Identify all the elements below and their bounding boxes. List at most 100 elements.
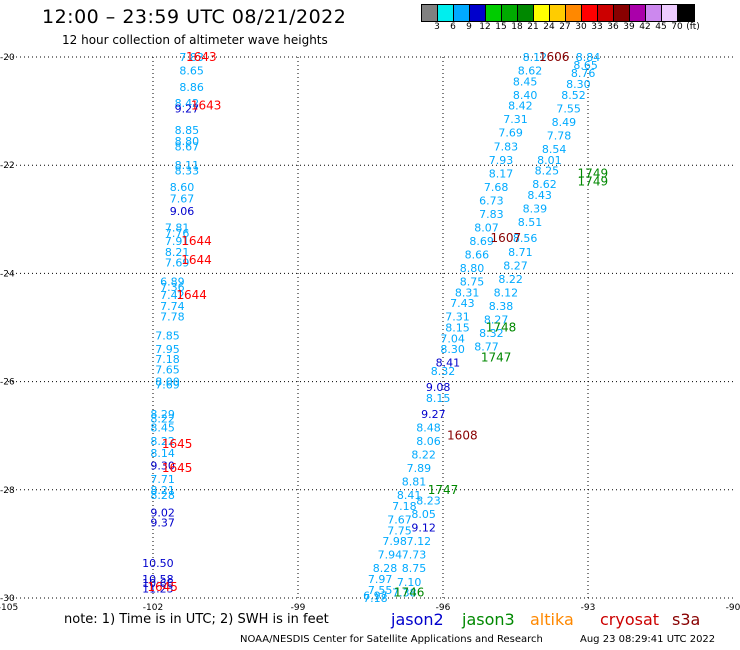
time-label: 1747 <box>428 483 459 497</box>
time-label: 1606 <box>539 50 570 64</box>
wave-height-label: 7.12 <box>407 535 432 548</box>
wave-height-label: 11.23 <box>142 582 174 595</box>
legend-swatch <box>630 5 646 21</box>
time-label: 1749 <box>578 166 609 180</box>
wave-height-label: 6.97 <box>363 589 388 602</box>
y-tick-label: -30 <box>0 594 15 604</box>
legend-swatch <box>662 5 678 21</box>
legend-swatch <box>518 5 534 21</box>
footer-generated-time: Aug 23 08:29:41 UTC 2022 <box>580 634 716 645</box>
wave-height-label: 8.75 <box>460 276 485 289</box>
mission-jason3: jason3 <box>462 610 515 629</box>
wave-height-label: 7.71 <box>150 473 175 486</box>
wave-height-label: 7.83 <box>179 51 204 64</box>
wave-height-label: 8.28 <box>373 562 398 575</box>
wave-height-label: 8.77 <box>474 340 499 353</box>
wave-height-label: 8.22 <box>150 412 175 425</box>
wave-height-label: 7.93 <box>489 154 514 167</box>
wave-height-label: 9.30 <box>150 459 175 472</box>
x-tick-label: -102 <box>143 603 163 613</box>
legend-swatch <box>598 5 614 21</box>
wave-height-label: 8.81 <box>402 476 427 489</box>
wave-height-label: 8.05 <box>411 508 436 521</box>
wave-height-label: 8.31 <box>455 286 480 299</box>
time-label: 1748 <box>486 321 517 335</box>
chart-title: 12:00 – 23:59 UTC 08/21/2022 <box>42 6 347 28</box>
wave-height-label: 8.49 <box>552 116 577 129</box>
legend-swatch <box>502 5 518 21</box>
wave-height-label: 8.85 <box>175 124 200 137</box>
wave-height-label: 7.68 <box>484 181 509 194</box>
x-tick-label: -90 <box>726 603 740 613</box>
wave-height-label: 7.91 <box>165 235 190 248</box>
x-tick-label: -93 <box>581 603 596 613</box>
wave-height-label: 8.84 <box>576 51 601 64</box>
wave-height-label: 8.07 <box>474 221 499 234</box>
wave-height-label: 8.45 <box>150 422 175 435</box>
legend-label: 36 <box>607 22 619 32</box>
wave-height-label: 8.86 <box>179 81 204 94</box>
wave-height-label: 8.15 <box>445 322 470 335</box>
legend-swatch <box>534 5 550 21</box>
mission-altika: altika <box>530 610 574 629</box>
wave-height-label: 8.42 <box>508 100 533 113</box>
wave-height-label: 7.67 <box>170 193 195 206</box>
wave-height-label: 8.17 <box>489 167 514 180</box>
wave-height-label: 8.14 <box>150 447 175 460</box>
mission-s3a: s3a <box>672 610 701 629</box>
legend-label: 18 <box>511 22 523 32</box>
wave-height-label: 8.39 <box>523 202 548 215</box>
wave-height-label: 8.32 <box>479 327 504 340</box>
y-tick-label: -28 <box>0 486 15 496</box>
wave-height-label: 7.97 <box>368 573 393 586</box>
wave-height-label: 8.71 <box>508 246 533 259</box>
wave-height-label: 8.11 <box>175 159 200 172</box>
time-label: 1747 <box>481 350 512 364</box>
wave-height-label: 8.76 <box>571 67 596 80</box>
y-tick-label: -26 <box>0 378 15 388</box>
wave-height-label: 6.73 <box>479 194 504 207</box>
legend-swatch <box>646 5 662 21</box>
wave-height-label: 7.31 <box>445 311 470 324</box>
legend-label: 3 <box>434 22 440 32</box>
footer-note: note: 1) Time is in UTC; 2) SWH is in fe… <box>64 612 329 627</box>
wave-height-label: 8.12 <box>494 286 519 299</box>
wave-height-label: 8.75 <box>402 562 427 575</box>
time-label: 1644 <box>181 234 212 248</box>
legend-label: 27 <box>559 22 571 32</box>
legend-swatch <box>550 5 566 21</box>
legend-swatch <box>678 5 694 21</box>
x-tick-label: -105 <box>0 603 18 613</box>
legend-label: 39 <box>623 22 635 32</box>
legend-label: 15 <box>495 22 507 32</box>
wave-height-label: 8.40 <box>513 89 538 102</box>
wave-height-label: 8.41 <box>436 357 461 370</box>
wave-height-label: 8.48 <box>416 422 441 435</box>
wave-height-label: 7.78 <box>547 129 572 142</box>
wave-height-label: 8.30 <box>440 343 465 356</box>
wave-height-label: 8.22 <box>150 435 175 448</box>
wave-height-label: 8.27 <box>484 313 509 326</box>
legend-label: 12 <box>479 22 491 32</box>
legend-swatch <box>438 5 454 21</box>
legend-swatch <box>422 5 438 21</box>
legend-swatch <box>566 5 582 21</box>
wave-height-label: 7.89 <box>407 462 432 475</box>
wave-height-label: 7.95 <box>155 343 180 356</box>
wave-height-label: 8.29 <box>150 408 175 421</box>
wave-height-label: 8.32 <box>431 365 456 378</box>
wave-height-label: 7.55 <box>368 584 393 597</box>
wave-height-label: 8.56 <box>513 232 538 245</box>
time-label: 1643 <box>191 99 222 113</box>
wave-height-label: 9.02 <box>150 507 175 520</box>
wave-height-label: 8.80 <box>175 135 200 148</box>
wave-height-label: 8.65 <box>179 65 204 78</box>
wave-height-label: 7.74 <box>160 300 185 313</box>
legend-label: 70 <box>671 22 683 32</box>
wave-height-label: 8.21 <box>165 246 190 259</box>
wave-height-label: 7.81 <box>165 221 190 234</box>
legend-swatch <box>470 5 486 21</box>
y-tick-label: -20 <box>0 53 15 63</box>
wave-height-label: 7.76 <box>165 227 190 240</box>
